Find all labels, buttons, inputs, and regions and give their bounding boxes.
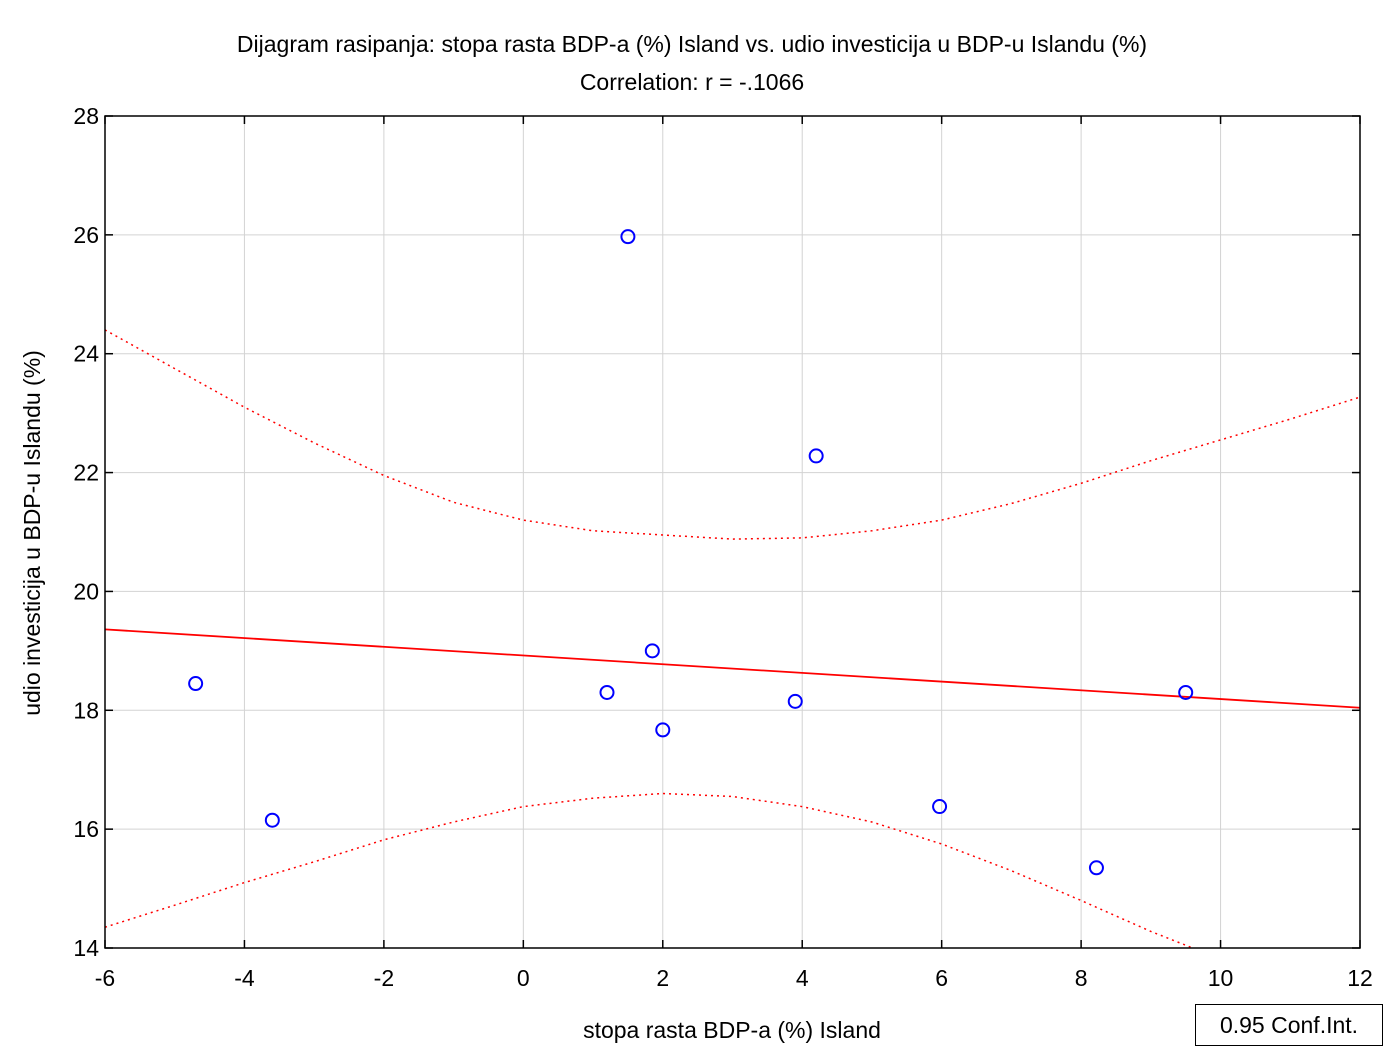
plot-frame — [104, 115, 1361, 949]
x-tick-label: 10 — [1208, 965, 1234, 991]
data-point — [188, 676, 204, 692]
data-point — [599, 684, 615, 700]
chart-subtitle: Correlation: r = -.1066 — [580, 69, 804, 95]
x-tick-label: 0 — [517, 965, 530, 991]
y-tick-label: 24 — [73, 341, 99, 367]
x-tick-label: 8 — [1075, 965, 1088, 991]
x-tick-label: 4 — [796, 965, 809, 991]
data-point — [932, 799, 948, 815]
y-tick-label: 26 — [73, 222, 99, 248]
data-point — [1178, 684, 1194, 700]
chart-title: Dijagram rasipanja: stopa rasta BDP-a (%… — [237, 31, 1147, 57]
x-axis-ticks: -6 -4 -2 0 2 4 6 8 10 12 — [95, 116, 1373, 991]
x-tick-label: 6 — [935, 965, 948, 991]
grid — [105, 116, 1360, 948]
x-axis-label: stopa rasta BDP-a (%) Island — [583, 1017, 881, 1043]
data-point — [787, 693, 803, 709]
x-tick-label: -2 — [374, 965, 394, 991]
y-tick-label: 16 — [73, 816, 99, 842]
data-point — [1088, 860, 1104, 876]
conf-int-upper-curve — [104, 329, 1361, 540]
data-point — [264, 812, 280, 828]
y-tick-label: 20 — [73, 578, 99, 604]
y-tick-label: 14 — [73, 935, 99, 961]
y-axis-ticks: 14 16 18 20 22 24 26 28 — [73, 103, 1360, 961]
data-point — [620, 229, 636, 245]
data-point — [655, 722, 671, 738]
x-tick-label: 12 — [1347, 965, 1373, 991]
data-points — [188, 229, 1194, 876]
x-tick-label: -6 — [95, 965, 115, 991]
legend-label: 0.95 Conf.Int. — [1219, 1011, 1359, 1038]
y-tick-label: 18 — [73, 697, 99, 723]
x-tick-label: 2 — [656, 965, 669, 991]
conf-int-lower-curve — [104, 792, 1193, 949]
legend: 0.95 Conf.Int. — [1195, 1004, 1383, 1046]
y-tick-label: 28 — [73, 103, 99, 129]
x-tick-label: -4 — [234, 965, 255, 991]
data-point — [644, 643, 660, 659]
regression-line — [104, 628, 1361, 709]
y-axis-label: udio investicija u BDP-u Islandu (%) — [19, 350, 45, 716]
y-tick-label: 22 — [73, 460, 99, 486]
confidence-interval — [104, 329, 1361, 949]
data-point — [808, 448, 824, 464]
regression-fit-line — [104, 628, 1361, 709]
